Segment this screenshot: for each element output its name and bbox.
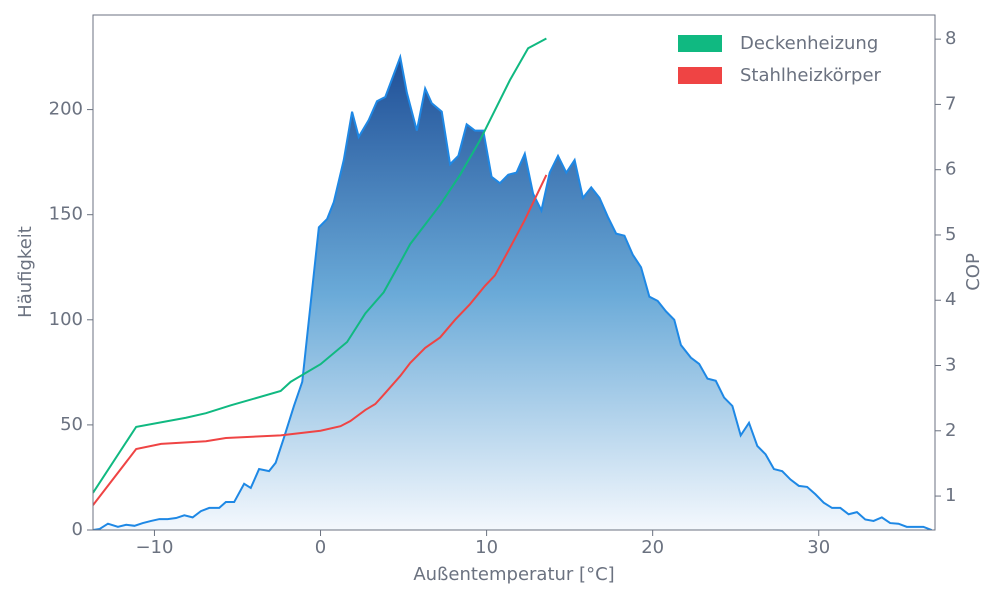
plot-area: [93, 37, 933, 530]
y2-tick-label: 2: [945, 420, 956, 441]
legend-label: Deckenheizung: [740, 33, 878, 54]
x-axis-label: Außentemperatur [°C]: [413, 564, 614, 585]
area-fill: [93, 57, 932, 530]
x-tick-label: −10: [135, 537, 173, 558]
x-tick-label: 0: [315, 537, 326, 558]
y-tick-label: 200: [49, 99, 83, 120]
x-tick-label: 20: [641, 537, 664, 558]
y2-tick-label: 8: [945, 28, 956, 49]
line: [93, 174, 548, 506]
y-axis-label: Häufigkeit: [15, 226, 36, 318]
y-tick-label: 0: [72, 519, 83, 540]
y-tick-label: 100: [49, 309, 83, 330]
y2-axis-label: COP: [963, 253, 984, 291]
y-tick-label: 50: [60, 414, 83, 435]
y-tick-label: 150: [49, 204, 83, 225]
x-tick-label: 30: [807, 537, 830, 558]
legend-label: Stahlheizkörper: [740, 65, 882, 86]
y2-tick-label: 1: [945, 485, 956, 506]
y2-tick-label: 5: [945, 224, 956, 245]
plot-frame: [92, 14, 936, 531]
line: [93, 37, 547, 494]
area-line: [93, 53, 933, 530]
y2-tick-label: 7: [945, 93, 956, 114]
legend-swatch: [678, 35, 722, 52]
y2-tick-label: 4: [945, 289, 956, 310]
legend-swatch: [678, 67, 722, 84]
x-tick-label: 10: [475, 537, 498, 558]
y2-tick-label: 6: [945, 159, 956, 180]
y2-tick-label: 3: [945, 355, 956, 376]
